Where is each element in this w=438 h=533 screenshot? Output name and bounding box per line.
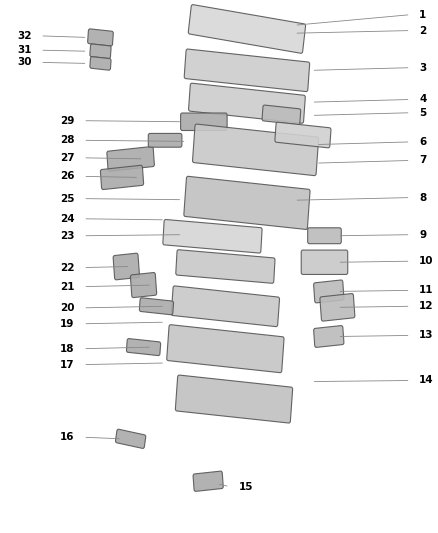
Text: 31: 31	[17, 45, 32, 55]
FancyBboxPatch shape	[116, 429, 146, 448]
Text: 3: 3	[419, 63, 427, 72]
FancyBboxPatch shape	[307, 228, 341, 244]
Text: 15: 15	[238, 481, 253, 491]
FancyBboxPatch shape	[167, 325, 284, 373]
FancyBboxPatch shape	[275, 122, 331, 148]
FancyBboxPatch shape	[88, 29, 113, 46]
FancyBboxPatch shape	[188, 5, 306, 53]
FancyBboxPatch shape	[314, 326, 344, 348]
Text: 17: 17	[60, 360, 74, 369]
FancyBboxPatch shape	[163, 220, 262, 253]
FancyBboxPatch shape	[301, 250, 348, 274]
Text: 12: 12	[419, 301, 434, 311]
Text: 20: 20	[60, 303, 74, 313]
Text: 27: 27	[60, 153, 74, 163]
Text: 22: 22	[60, 263, 74, 272]
FancyBboxPatch shape	[184, 176, 310, 229]
Text: 5: 5	[419, 108, 427, 118]
Text: 7: 7	[419, 156, 427, 165]
Text: 8: 8	[419, 192, 427, 203]
FancyBboxPatch shape	[262, 105, 301, 125]
FancyBboxPatch shape	[127, 338, 161, 356]
Text: 1: 1	[419, 10, 427, 20]
Text: 11: 11	[419, 285, 434, 295]
FancyBboxPatch shape	[139, 298, 173, 315]
FancyBboxPatch shape	[113, 253, 139, 280]
FancyBboxPatch shape	[90, 56, 111, 70]
Text: 32: 32	[17, 31, 32, 41]
Text: 24: 24	[60, 214, 74, 224]
Text: 18: 18	[60, 344, 74, 354]
Text: 13: 13	[419, 330, 434, 341]
Text: 25: 25	[60, 193, 74, 204]
Text: 2: 2	[419, 26, 427, 36]
Text: 6: 6	[419, 137, 427, 147]
FancyBboxPatch shape	[176, 250, 275, 283]
Text: 19: 19	[60, 319, 74, 329]
Text: 4: 4	[419, 94, 427, 104]
Text: 9: 9	[419, 230, 426, 240]
FancyBboxPatch shape	[131, 272, 157, 297]
Text: 14: 14	[419, 375, 434, 385]
FancyBboxPatch shape	[189, 83, 305, 123]
Text: 30: 30	[17, 58, 32, 67]
Text: 23: 23	[60, 231, 74, 241]
FancyBboxPatch shape	[171, 286, 279, 327]
FancyBboxPatch shape	[148, 133, 182, 147]
Text: 28: 28	[60, 135, 74, 146]
FancyBboxPatch shape	[193, 471, 223, 491]
FancyBboxPatch shape	[100, 165, 144, 190]
FancyBboxPatch shape	[314, 280, 344, 303]
Text: 21: 21	[60, 281, 74, 292]
Text: 16: 16	[60, 432, 74, 442]
FancyBboxPatch shape	[107, 147, 154, 171]
FancyBboxPatch shape	[180, 113, 227, 131]
FancyBboxPatch shape	[90, 44, 111, 59]
Text: 29: 29	[60, 116, 74, 126]
FancyBboxPatch shape	[175, 375, 293, 423]
FancyBboxPatch shape	[320, 294, 355, 321]
FancyBboxPatch shape	[184, 49, 310, 92]
Text: 26: 26	[60, 172, 74, 181]
Text: 10: 10	[419, 256, 434, 266]
FancyBboxPatch shape	[193, 124, 318, 175]
